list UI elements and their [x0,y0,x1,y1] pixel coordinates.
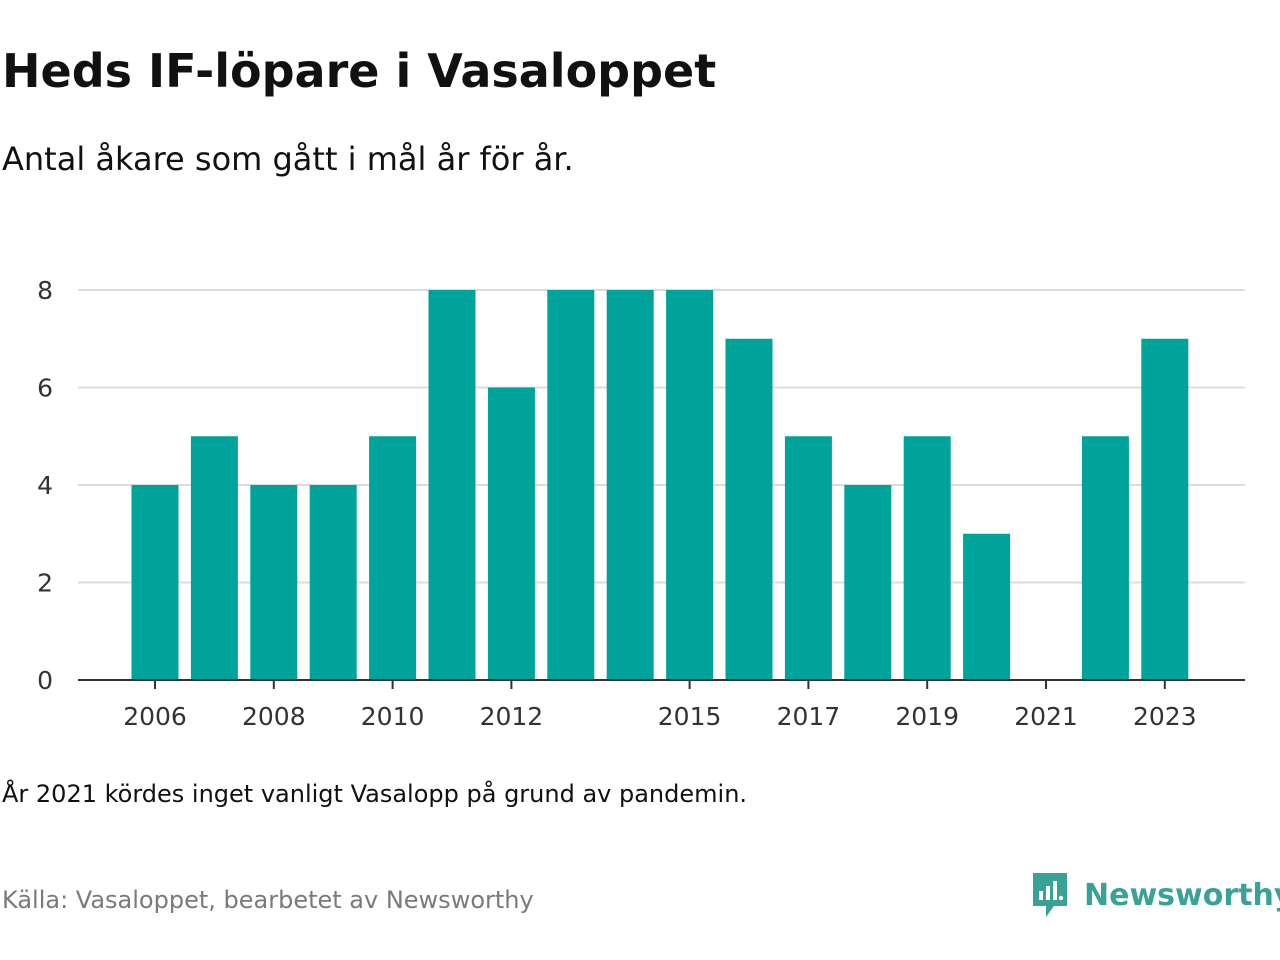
bar-2006 [131,485,179,680]
bar-chart: 0 2 4 6 8 2006 2008 2010 2012 2015 2017 2019 2021 202… [37,276,1245,731]
source-credit: Källa: Vasaloppet, bearbetet av Newswort… [2,886,534,914]
bar-2013 [547,290,595,680]
y-tick-label: 8 [37,276,53,305]
bar-2015 [666,290,714,680]
bar-2019 [903,436,951,680]
newsworthy-logo-text: Newsworthy [1084,877,1280,913]
bar-2014 [606,290,654,680]
x-tick-label: 2019 [895,702,959,731]
y-tick-label: 4 [37,471,53,500]
y-tick-label: 6 [37,374,53,403]
x-tick-label: 2008 [242,702,306,731]
chart-note: År 2021 kördes inget vanligt Vasalopp på… [2,780,748,808]
x-tick-label: 2021 [1014,702,1078,731]
y-tick-label: 0 [37,666,53,695]
bar-2011 [428,290,476,680]
bar-2012 [487,387,535,680]
x-tick-label: 2006 [123,702,187,731]
bar-2009 [309,485,357,680]
bar-2018 [844,485,892,680]
bar-2022 [1081,436,1129,680]
bar-2020 [963,533,1011,680]
x-tick-label: 2023 [1133,702,1197,731]
x-tick-label: 2015 [658,702,722,731]
newsworthy-logo-icon [1033,873,1067,917]
y-tick-label: 2 [37,569,53,598]
x-tick-label: 2012 [480,702,544,731]
bar-2016 [725,338,773,680]
chart-subtitle: Antal åkare som gått i mål år för år. [2,140,574,178]
newsworthy-logo: Newsworthy [1030,870,1280,920]
chart-title: Heds IF-löpare i Vasaloppet [2,44,717,98]
bar-2008 [250,485,298,680]
x-tick-label: 2010 [361,702,425,731]
bar-2010 [369,436,417,680]
bar-2023 [1141,338,1189,680]
x-tick-label: 2017 [777,702,841,731]
bar-2007 [190,436,238,680]
bar-2017 [784,436,832,680]
